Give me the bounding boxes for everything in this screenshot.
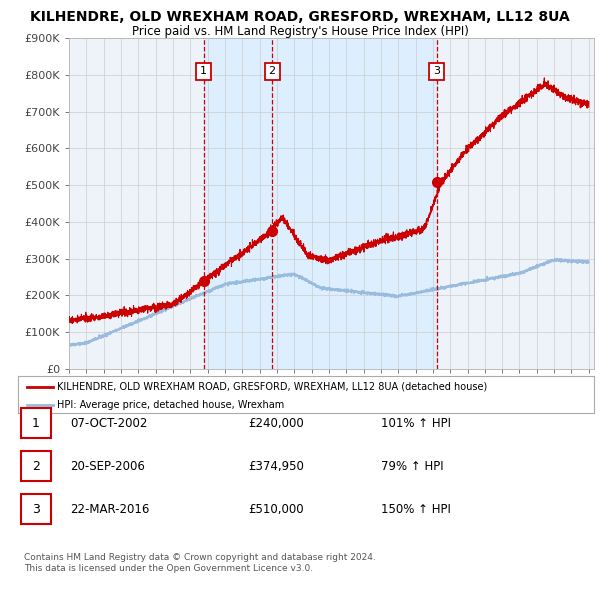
Text: 2: 2 (32, 460, 40, 473)
Text: £374,950: £374,950 (248, 460, 304, 473)
Text: Price paid vs. HM Land Registry's House Price Index (HPI): Price paid vs. HM Land Registry's House … (131, 25, 469, 38)
FancyBboxPatch shape (21, 494, 51, 524)
Text: 79% ↑ HPI: 79% ↑ HPI (381, 460, 443, 473)
Bar (203, 38, 272, 369)
Text: £240,000: £240,000 (248, 417, 304, 430)
Text: Contains HM Land Registry data © Crown copyright and database right 2024.
This d: Contains HM Land Registry data © Crown c… (24, 553, 376, 573)
FancyBboxPatch shape (21, 408, 51, 438)
Text: KILHENDRE, OLD WREXHAM ROAD, GRESFORD, WREXHAM, LL12 8UA (detached house): KILHENDRE, OLD WREXHAM ROAD, GRESFORD, W… (57, 382, 487, 392)
Text: KILHENDRE, OLD WREXHAM ROAD, GRESFORD, WREXHAM, LL12 8UA: KILHENDRE, OLD WREXHAM ROAD, GRESFORD, W… (30, 10, 570, 24)
Text: 22-MAR-2016: 22-MAR-2016 (70, 503, 149, 516)
Text: 2: 2 (269, 67, 275, 76)
Text: 101% ↑ HPI: 101% ↑ HPI (381, 417, 451, 430)
Text: 3: 3 (32, 503, 40, 516)
Bar (272, 38, 437, 369)
Text: 1: 1 (32, 417, 40, 430)
Text: 3: 3 (433, 67, 440, 76)
FancyBboxPatch shape (21, 451, 51, 481)
Text: 1: 1 (200, 67, 207, 76)
Text: £510,000: £510,000 (248, 503, 304, 516)
Text: 20-SEP-2006: 20-SEP-2006 (70, 460, 145, 473)
Text: HPI: Average price, detached house, Wrexham: HPI: Average price, detached house, Wrex… (57, 400, 284, 410)
Text: 150% ↑ HPI: 150% ↑ HPI (381, 503, 451, 516)
Text: 07-OCT-2002: 07-OCT-2002 (70, 417, 147, 430)
